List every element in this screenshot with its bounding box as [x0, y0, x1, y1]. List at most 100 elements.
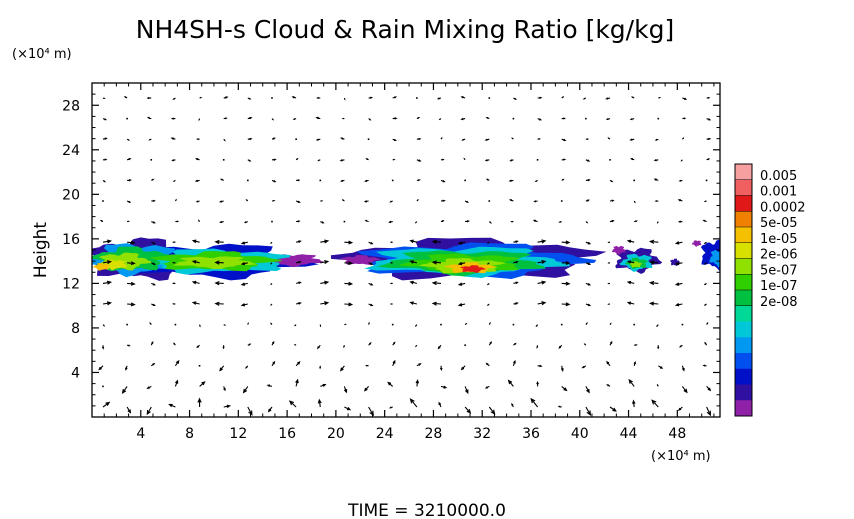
wind-vector	[581, 365, 587, 369]
wind-vector	[582, 97, 587, 100]
wind-vector	[485, 178, 490, 181]
wind-vector	[513, 240, 519, 243]
wind-vector	[633, 360, 637, 366]
wind-vector	[168, 403, 176, 408]
wind-vector	[682, 97, 688, 100]
y-tick-label: 16	[62, 232, 80, 248]
colorbar-cell	[735, 164, 752, 181]
wind-vector	[431, 239, 442, 244]
wind-vector	[102, 324, 106, 327]
wind-vector	[151, 221, 156, 224]
wind-vector	[628, 378, 635, 387]
wind-vector	[126, 158, 132, 161]
wind-vector	[536, 381, 539, 387]
wind-vector	[648, 260, 659, 265]
wind-vector	[101, 345, 105, 350]
wind-vector	[464, 322, 468, 326]
colorbar-label: 2e-06	[760, 248, 798, 263]
wind-vector	[368, 342, 372, 346]
wind-vector	[513, 97, 517, 100]
wind-vector	[609, 340, 613, 346]
wind-vector	[585, 406, 592, 416]
wind-vector	[174, 359, 180, 367]
wind-vector	[243, 221, 248, 224]
wind-vector	[150, 159, 153, 161]
wind-vector	[488, 341, 492, 346]
wind-vector	[464, 386, 469, 395]
wind-vector	[682, 137, 685, 140]
wind-vector	[512, 359, 516, 366]
wind-vector	[630, 158, 635, 161]
wind-vector	[389, 241, 393, 244]
wind-vector	[436, 97, 442, 100]
wind-vector	[677, 199, 683, 202]
x-tick-label: 8	[185, 426, 194, 442]
wind-vector	[363, 200, 369, 203]
wind-vector	[486, 303, 490, 306]
wind-vector	[626, 301, 635, 305]
wind-vector	[270, 262, 273, 265]
y-axis-label: Height	[31, 222, 51, 279]
wind-vector	[677, 406, 683, 412]
colorbar-label: 0.001	[760, 185, 797, 200]
wind-vector	[344, 323, 347, 326]
wind-vector	[198, 118, 201, 121]
wind-vector	[416, 363, 422, 367]
wind-vector	[509, 159, 514, 162]
wind-vector	[368, 118, 372, 121]
wind-vector	[465, 220, 470, 223]
wind-vector	[219, 178, 224, 181]
x-tick-label: 24	[376, 426, 394, 442]
wind-vector	[511, 137, 514, 140]
wind-vector	[561, 281, 571, 286]
wind-vector	[270, 283, 273, 286]
wind-vector	[607, 137, 611, 140]
wind-vector	[561, 178, 565, 181]
wind-vector	[561, 385, 568, 392]
wind-vector	[121, 386, 128, 395]
wind-vector	[585, 178, 591, 182]
wind-vector	[656, 324, 659, 328]
wind-vector	[388, 220, 393, 224]
wind-vector	[585, 282, 592, 286]
wind-vector	[271, 220, 273, 223]
wind-vector	[102, 158, 108, 161]
wind-vector	[415, 344, 418, 348]
wind-vector	[530, 397, 539, 408]
wind-vector	[151, 262, 156, 265]
wind-vector	[706, 322, 709, 325]
wind-vector	[409, 239, 418, 244]
wind-vector	[626, 239, 635, 244]
colorbar-cell	[735, 368, 752, 385]
wind-vector	[389, 200, 393, 203]
wind-vector	[537, 301, 547, 306]
wind-vector	[537, 96, 543, 100]
wind-vector	[316, 344, 321, 350]
wind-vector	[102, 239, 113, 244]
wind-vector	[609, 406, 617, 412]
wind-vector	[271, 360, 276, 367]
wind-vector	[223, 324, 227, 326]
wind-vector	[513, 302, 519, 305]
wind-vector	[512, 323, 515, 326]
wind-vector	[341, 117, 345, 120]
wind-vector	[703, 241, 707, 244]
wind-vector	[537, 239, 547, 244]
x-tick-label: 32	[473, 426, 491, 442]
wind-vector	[320, 259, 330, 265]
wind-vector	[271, 97, 273, 99]
wind-vector	[536, 159, 539, 161]
wind-vector	[534, 179, 538, 182]
wind-vector	[706, 158, 711, 161]
wind-vector	[585, 117, 587, 120]
wind-vector	[634, 220, 638, 223]
wind-vector	[195, 157, 200, 161]
wind-vector	[607, 282, 611, 285]
wind-vector	[127, 240, 136, 245]
wind-vector	[653, 178, 659, 181]
wind-vector	[681, 365, 685, 372]
wind-vector	[344, 406, 352, 411]
colorbar-cell	[735, 274, 752, 291]
wind-vector	[343, 386, 348, 394]
wind-vector	[174, 323, 177, 326]
